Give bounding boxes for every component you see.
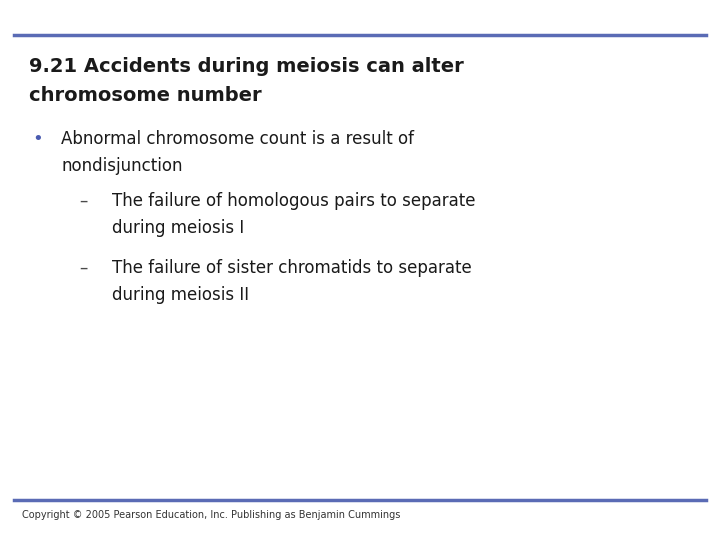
Text: 9.21 Accidents during meiosis can alter: 9.21 Accidents during meiosis can alter: [29, 57, 464, 76]
Text: –: –: [79, 259, 88, 277]
Text: chromosome number: chromosome number: [29, 86, 261, 105]
Text: nondisjunction: nondisjunction: [61, 157, 183, 174]
Text: •: •: [32, 130, 43, 147]
Text: The failure of sister chromatids to separate: The failure of sister chromatids to sepa…: [112, 259, 472, 277]
Text: The failure of homologous pairs to separate: The failure of homologous pairs to separ…: [112, 192, 475, 210]
Text: during meiosis II: during meiosis II: [112, 286, 248, 304]
Text: Copyright © 2005 Pearson Education, Inc. Publishing as Benjamin Cummings: Copyright © 2005 Pearson Education, Inc.…: [22, 510, 400, 521]
Text: during meiosis I: during meiosis I: [112, 219, 244, 237]
Text: Abnormal chromosome count is a result of: Abnormal chromosome count is a result of: [61, 130, 414, 147]
Text: –: –: [79, 192, 88, 210]
